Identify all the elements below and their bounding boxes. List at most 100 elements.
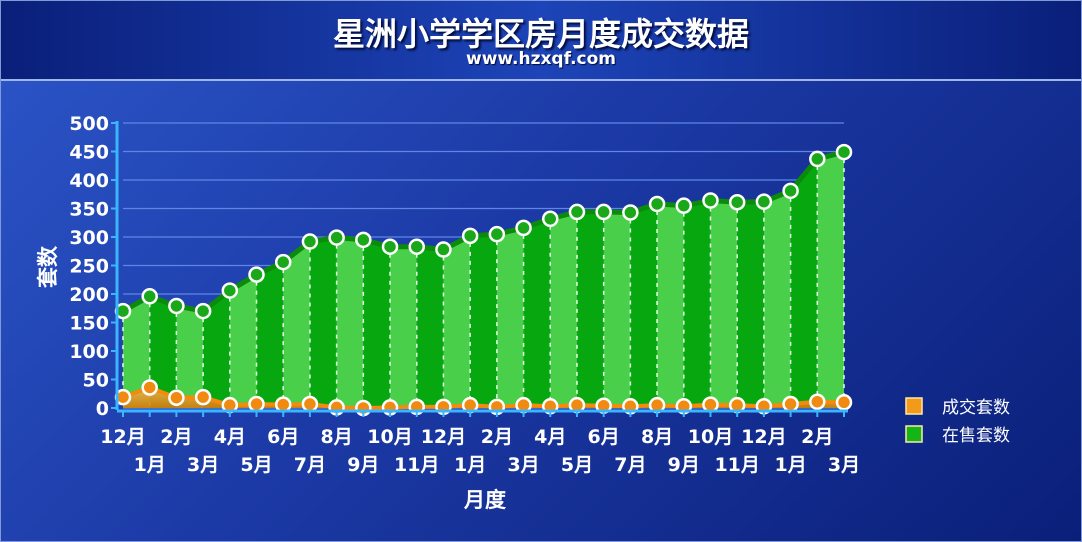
- stock-point: [809, 150, 826, 168]
- x-tick-label: 2月: [481, 426, 513, 448]
- stock-point: [515, 219, 532, 237]
- stock-point: [221, 282, 239, 299]
- stock-point: [648, 195, 666, 213]
- stock-point: [461, 227, 479, 245]
- stock-point: [835, 143, 853, 161]
- stock-point: [355, 231, 372, 249]
- chart-subtitle: www.hzxqf.com: [465, 49, 616, 69]
- sold-point: [782, 395, 799, 413]
- x-tick-label: 9月: [347, 454, 379, 476]
- x-axis-title: 月度: [463, 488, 506, 512]
- sold-point: [141, 379, 158, 396]
- stock-point: [141, 288, 158, 305]
- chart-title: 星洲小学学区房月度成交数据: [332, 15, 749, 53]
- x-tick-label: 2月: [801, 426, 833, 448]
- stock-area-band: [123, 296, 150, 408]
- stock-area-band: [550, 211, 577, 408]
- y-tick-label: 150: [69, 313, 109, 335]
- x-tick-label: 4月: [214, 426, 246, 448]
- stock-area-band: [710, 200, 738, 408]
- stock-area-band: [203, 290, 230, 408]
- stock-area-band: [657, 203, 684, 408]
- x-tick-label: 3月: [828, 454, 860, 476]
- stock-area-band: [256, 262, 284, 408]
- stock-area-band: [683, 200, 711, 408]
- stock-point: [435, 241, 452, 258]
- stock-area-band: [470, 234, 497, 408]
- x-tick-label: 12月: [741, 426, 786, 448]
- x-tick-label: 5月: [561, 454, 593, 476]
- stock-point: [381, 238, 399, 255]
- stock-point: [542, 210, 559, 228]
- stock-area-band: [309, 237, 337, 408]
- x-tick-label: 10月: [367, 426, 412, 448]
- x-tick-label: 12月: [100, 426, 145, 448]
- stock-area-band: [390, 246, 417, 408]
- y-tick-label: 300: [69, 227, 109, 249]
- stock-point: [622, 204, 639, 221]
- y-tick-label: 200: [69, 284, 109, 306]
- stock-area-band: [176, 305, 204, 408]
- stock-point: [595, 203, 612, 221]
- y-tick-label: 0: [96, 398, 109, 420]
- x-tick-label: 6月: [267, 426, 299, 448]
- x-tick-label: 6月: [588, 426, 620, 448]
- sold-point: [835, 394, 853, 411]
- series-line-sold: [122, 385, 845, 410]
- x-tick-label: 3月: [187, 454, 219, 476]
- y-tick-label: 100: [69, 341, 109, 363]
- x-tick-label: 10月: [688, 426, 733, 448]
- sold-point: [274, 396, 292, 413]
- title-bar: 星洲小学学区房月度成交数据 www.hzxqf.com: [1, 1, 1081, 81]
- x-tick-label: 2月: [160, 426, 192, 448]
- stock-area-band: [630, 203, 658, 408]
- x-tick-label: 1月: [454, 454, 486, 476]
- y-tick-label: 400: [69, 170, 109, 192]
- x-tick-label: 11月: [394, 454, 439, 476]
- stock-area-band: [817, 152, 844, 408]
- x-tick-label: 1月: [774, 454, 806, 476]
- sold-point: [194, 388, 212, 406]
- x-tick-label: 8月: [641, 426, 673, 448]
- y-tick-label: 500: [69, 113, 109, 135]
- stock-point: [194, 302, 212, 320]
- sold-point: [301, 395, 319, 413]
- stock-point: [328, 229, 345, 246]
- x-tick-label: 9月: [668, 454, 700, 476]
- legend-label: 在售套数: [942, 426, 1010, 446]
- axes: 0 50 100 150 200 250 300 350 400 450 500 12月 1月 2月 3月 4…: [69, 113, 860, 476]
- stock-area-band: [763, 190, 791, 408]
- stock-area-band: [363, 239, 391, 408]
- y-tick-label: 450: [69, 142, 109, 164]
- y-tick-label: 350: [69, 199, 109, 221]
- stock-point: [408, 238, 425, 255]
- stock-area-band: [523, 218, 551, 408]
- legend-swatch: [905, 425, 923, 443]
- stock-point: [488, 225, 506, 243]
- stock-area-band: [603, 211, 631, 408]
- stock-area-band: [790, 158, 818, 408]
- stock-point: [782, 182, 799, 200]
- sold-point: [248, 395, 265, 413]
- stock-point: [755, 193, 773, 210]
- y-axis-title: 套数: [36, 245, 60, 288]
- stock-area-band: [496, 227, 524, 408]
- stock-area-band: [149, 296, 177, 408]
- stock-point: [702, 192, 719, 209]
- stock-point: [568, 203, 586, 221]
- x-tick-label: 4月: [534, 426, 566, 448]
- x-tick-label: 1月: [134, 454, 166, 476]
- x-tick-label: 7月: [614, 454, 646, 476]
- stock-point: [274, 253, 292, 271]
- stock-point: [168, 297, 185, 315]
- sold-point: [702, 396, 719, 413]
- legend-swatch: [905, 397, 923, 415]
- sold-point: [809, 393, 826, 410]
- stock-area-band: [229, 274, 257, 408]
- stock-point: [675, 197, 693, 214]
- x-tick-label: 3月: [507, 454, 539, 476]
- x-tick-label: 7月: [294, 454, 326, 476]
- series-line-stock: [121, 149, 845, 314]
